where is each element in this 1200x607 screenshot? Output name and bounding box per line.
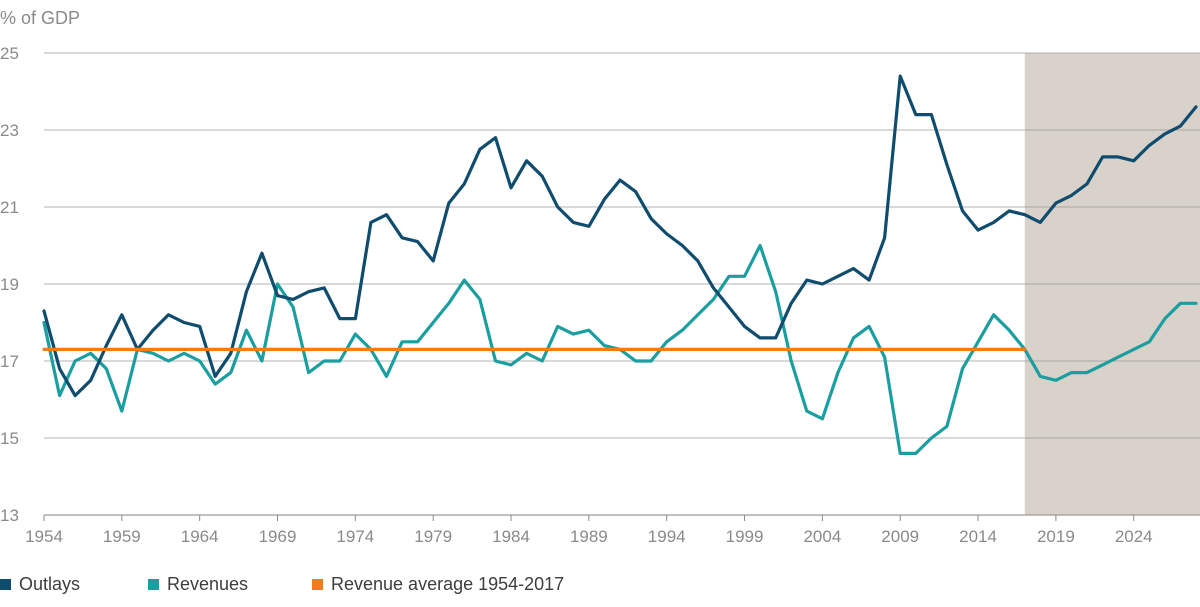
- legend-swatch-outlays: [0, 579, 11, 590]
- x-tick-label: 2024: [1115, 527, 1153, 546]
- legend-item-revenues: Revenues: [148, 574, 248, 595]
- x-tick-label: 1984: [492, 527, 530, 546]
- x-tick-label: 2019: [1037, 527, 1075, 546]
- x-tick-label: 1999: [726, 527, 764, 546]
- legend-label-revenues: Revenues: [167, 574, 249, 594]
- x-tick-label: 1969: [259, 527, 297, 546]
- y-tick-label: 15: [0, 429, 19, 448]
- y-tick-label: 17: [0, 352, 19, 371]
- y-tick-label: 23: [0, 121, 19, 140]
- y-tick-label: 25: [0, 44, 19, 63]
- y-axis-label: % of GDP: [0, 8, 80, 28]
- x-tick-label: 1954: [25, 527, 63, 546]
- legend-item-revenue-average: Revenue average 1954-2017: [312, 574, 564, 595]
- legend: Outlays Revenues Revenue average 1954-20…: [0, 574, 1200, 600]
- legend-label-revenue-average: Revenue average 1954-2017: [331, 574, 565, 594]
- x-tick-label: 1964: [181, 527, 219, 546]
- series-line-outlays: [42, 74, 1198, 398]
- x-tick-label: 1994: [648, 527, 686, 546]
- y-tick-labels: 13 15 17 19 21 23 25: [0, 44, 19, 525]
- x-tick-label: 1989: [570, 527, 608, 546]
- legend-item-outlays: Outlays: [0, 574, 80, 595]
- x-tick-label: 1979: [414, 527, 452, 546]
- x-tick-label: 2014: [959, 527, 997, 546]
- series-lines: [42, 74, 1198, 455]
- x-tick-label: 2009: [881, 527, 919, 546]
- legend-label-outlays: Outlays: [19, 574, 81, 594]
- x-tick-labels: 1954 1959 1964 1969 1974 1979 1984 1989 1994 1999…: [25, 515, 1153, 546]
- legend-swatch-revenues: [148, 579, 159, 590]
- legend-swatch-revenue-average: [312, 579, 323, 590]
- y-tick-label: 13: [0, 506, 19, 525]
- x-tick-label: 1974: [336, 527, 374, 546]
- y-tick-label: 21: [0, 198, 19, 217]
- x-tick-label: 1959: [103, 527, 141, 546]
- y-tick-label: 19: [0, 275, 19, 294]
- x-tick-label: 2004: [803, 527, 841, 546]
